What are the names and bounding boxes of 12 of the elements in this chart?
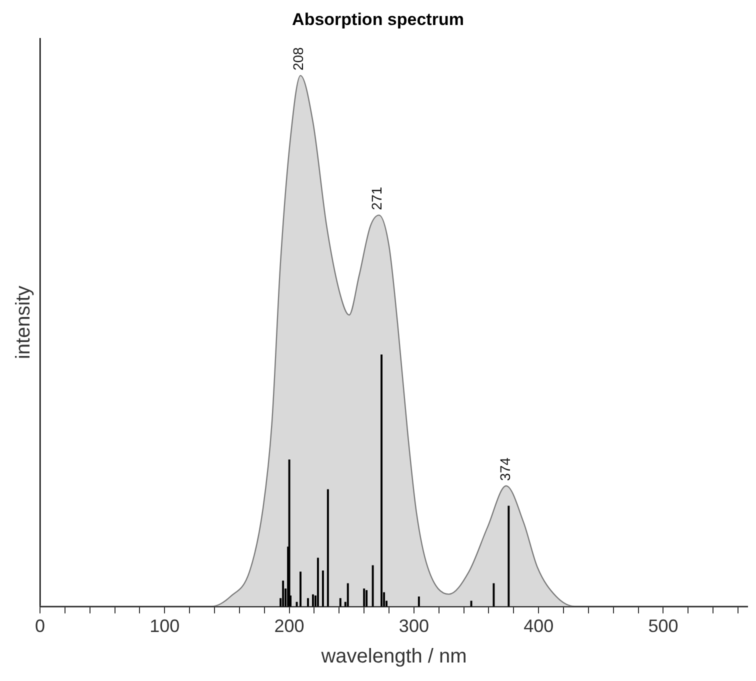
annotation: 374 [497, 457, 514, 481]
x-tick-label: 100 [150, 616, 180, 636]
annotation: 208 [290, 46, 306, 71]
x-tick-label: 300 [398, 616, 429, 636]
x-tick-label: 0 [34, 616, 46, 636]
x-tick-label: 500 [648, 616, 678, 636]
x-tick-label: 200 [274, 616, 304, 636]
x-tick-label: 400 [524, 616, 554, 636]
annotation: 271 [368, 186, 385, 210]
x-axis-title: wavelength / nm [320, 646, 467, 668]
y-axis-title: intensity [12, 286, 35, 360]
chart-title: Absorption spectrum [292, 10, 464, 29]
